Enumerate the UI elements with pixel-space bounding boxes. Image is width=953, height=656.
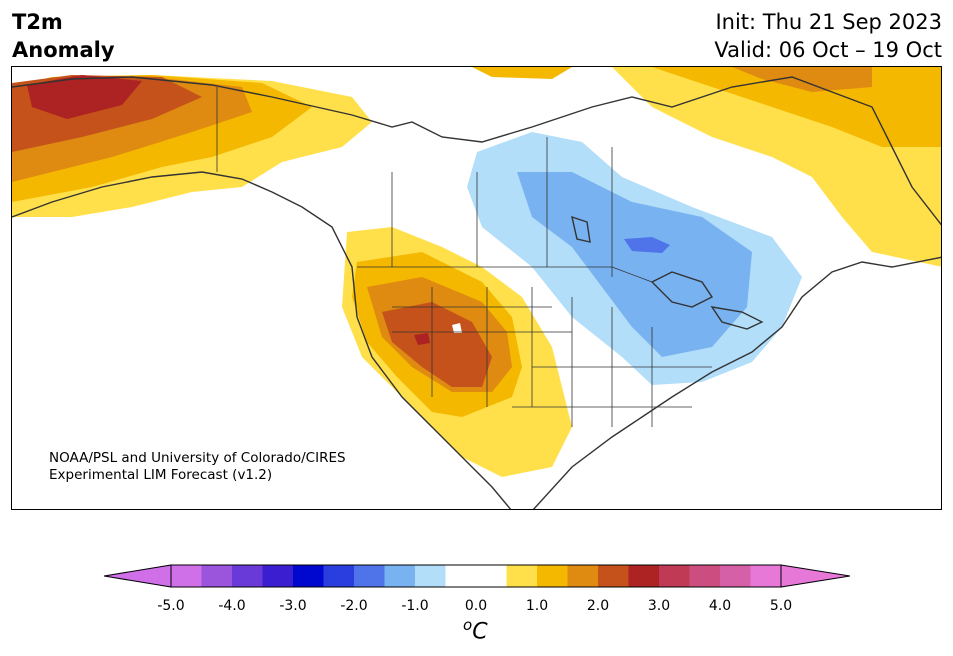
init-date: Init: Thu 21 Sep 2023 [715,10,942,34]
colorbar-tick-label: -3.0 [279,598,307,614]
colorbar-units: oC [463,616,488,644]
colorbar-cell [598,565,629,587]
forecast-credit: NOAA/PSL and University of Colorado/CIRE… [49,450,346,484]
title-line-1: T2m [12,10,63,34]
colorbar-max-extension [780,564,850,588]
colorbar-cell [720,565,751,587]
colorbar-tick-label: -4.0 [218,598,246,614]
map-canvas [12,67,941,509]
figure-title: T2m Anomaly [12,8,115,64]
title-line-2: Anomaly [12,38,115,62]
political-borders [216,87,712,427]
colorbar-cell [445,565,477,587]
forecast-dates: Init: Thu 21 Sep 2023 Valid: 06 Oct – 19… [714,8,942,64]
colorbar-cell [476,565,507,587]
northeast-canada-warm-anomaly [472,67,941,267]
colorbar-cell [689,565,721,587]
colorbar-cell [262,565,294,587]
anomaly-map [11,66,942,510]
colorbar-tick-label: -1.0 [401,598,429,614]
credit-line-2: Experimental LIM Forecast (v1.2) [49,467,273,483]
credit-line-1: NOAA/PSL and University of Colorado/CIRE… [49,450,346,466]
colorbar-cell [537,565,568,587]
valid-date: Valid: 06 Oct – 19 Oct [714,38,942,62]
colorbar-cell [171,565,202,587]
colorbar-cell [628,565,660,587]
colorbar-cell [201,565,233,587]
colorbar-tick-label: -5.0 [157,598,185,614]
colorbar-cell [293,565,324,587]
colorbar-cell [750,565,782,587]
colorbar-tick-label: 1.0 [525,598,549,614]
southwest-warm-anomaly [342,227,572,477]
colorbar-cell [506,565,538,587]
colorbar-cell [232,565,263,587]
colorbar-cell [323,565,355,587]
colorbar-cell [415,565,446,587]
units-superscript: o [463,616,473,634]
colorbar-cell [567,565,599,587]
colorbar-cell [354,565,385,587]
colorbar-tick-label: -2.0 [340,598,368,614]
colorbar-tick-label: 4.0 [708,598,732,614]
colorbar-outline [170,564,782,588]
colorbar-cell [384,565,416,587]
alaska-warm-anomaly [12,75,372,217]
colorbar-tick-label: 5.0 [769,598,793,614]
colorbar-cell [659,565,690,587]
colorbar [104,564,850,588]
colorbar-tick-label: 0.0 [464,598,488,614]
colorbar-min-extension [104,564,172,588]
colorbar-tick-label: 3.0 [647,598,671,614]
colorbar-tick-label: 2.0 [586,598,610,614]
units-base: C [472,619,488,645]
coastlines [12,76,941,509]
